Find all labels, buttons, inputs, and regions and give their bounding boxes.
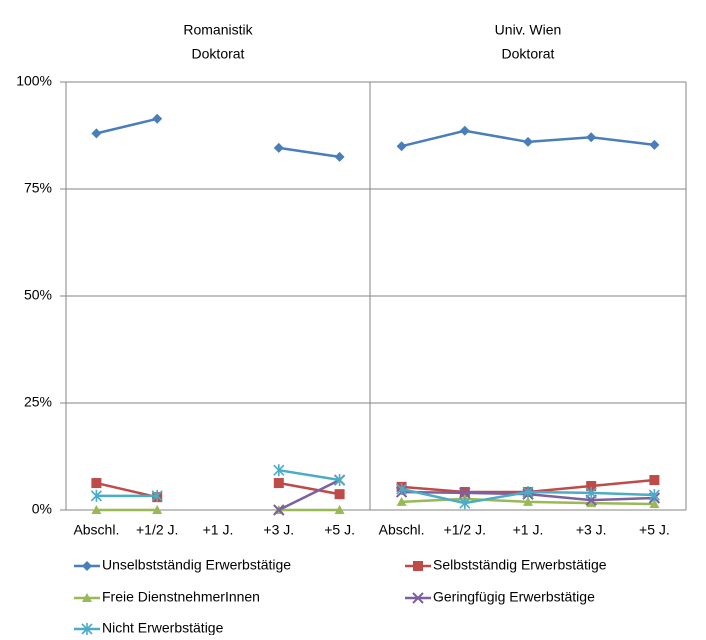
data-point [459, 125, 470, 136]
data-point [396, 141, 407, 152]
data-point [91, 478, 102, 489]
legend-marker [413, 561, 423, 571]
x-tick-label: +1/2 J. [136, 522, 178, 538]
x-tick-label: +3 J. [576, 522, 607, 538]
data-point [152, 113, 163, 124]
data-point [522, 486, 534, 499]
data-point [649, 475, 660, 486]
x-tick-label: Abschl. [73, 522, 119, 538]
legend-label: Geringfügig Erwerbstätige [433, 589, 595, 605]
panel-title: Romanistik [183, 22, 253, 38]
data-point [334, 151, 345, 162]
data-point [273, 504, 285, 516]
series-line [96, 468, 340, 498]
legend-label: Freie DienstnehmerInnen [102, 589, 260, 605]
panel-subtitle: Doktorat [192, 46, 245, 62]
data-point [334, 505, 345, 514]
data-point [273, 478, 284, 489]
legend-label: Nicht Erwerbstätige [102, 620, 224, 635]
y-tick-label: 75% [24, 180, 52, 196]
legend-marker [412, 592, 424, 604]
data-point [273, 142, 284, 153]
data-point [459, 497, 471, 510]
data-point [334, 474, 346, 487]
data-point [586, 481, 597, 492]
y-tick-label: 100% [16, 73, 52, 89]
x-tick-label: Abschl. [379, 522, 425, 538]
legend-label: Selbstständig Erwerbstätige [433, 557, 607, 573]
panel-subtitle: Doktorat [502, 46, 555, 62]
data-point [586, 132, 597, 143]
data-point [585, 486, 597, 499]
data-point [396, 483, 408, 496]
x-tick-label: +5 J. [639, 522, 670, 538]
x-tick-label: +1 J. [513, 522, 544, 538]
legend-label: Unselbstständig Erwerbstätige [102, 557, 291, 573]
x-tick-label: +1 J. [203, 522, 234, 538]
y-tick-label: 25% [24, 394, 52, 410]
x-tick-label: +3 J. [263, 522, 294, 538]
data-point [152, 505, 163, 514]
x-tick-label: +5 J. [324, 522, 355, 538]
data-point [459, 487, 471, 499]
legend-marker [82, 561, 92, 571]
y-tick-label: 0% [32, 501, 52, 517]
data-point [586, 498, 597, 508]
data-point [648, 489, 660, 502]
data-point [273, 464, 285, 477]
data-point [90, 489, 102, 502]
y-tick-label: 50% [24, 287, 52, 303]
x-tick-label: +1/2 J. [444, 522, 486, 538]
data-point [91, 505, 102, 514]
data-point [523, 136, 533, 147]
panel-title: Univ. Wien [495, 22, 562, 38]
legend-marker [82, 593, 92, 602]
series-line [278, 478, 341, 512]
data-point [91, 128, 102, 139]
data-point [649, 139, 660, 150]
legend-marker [81, 623, 93, 635]
data-point [649, 499, 660, 509]
data-point [396, 496, 407, 506]
data-point [334, 489, 345, 500]
data-point [523, 496, 533, 506]
series-line [96, 117, 340, 159]
data-point [151, 489, 163, 502]
